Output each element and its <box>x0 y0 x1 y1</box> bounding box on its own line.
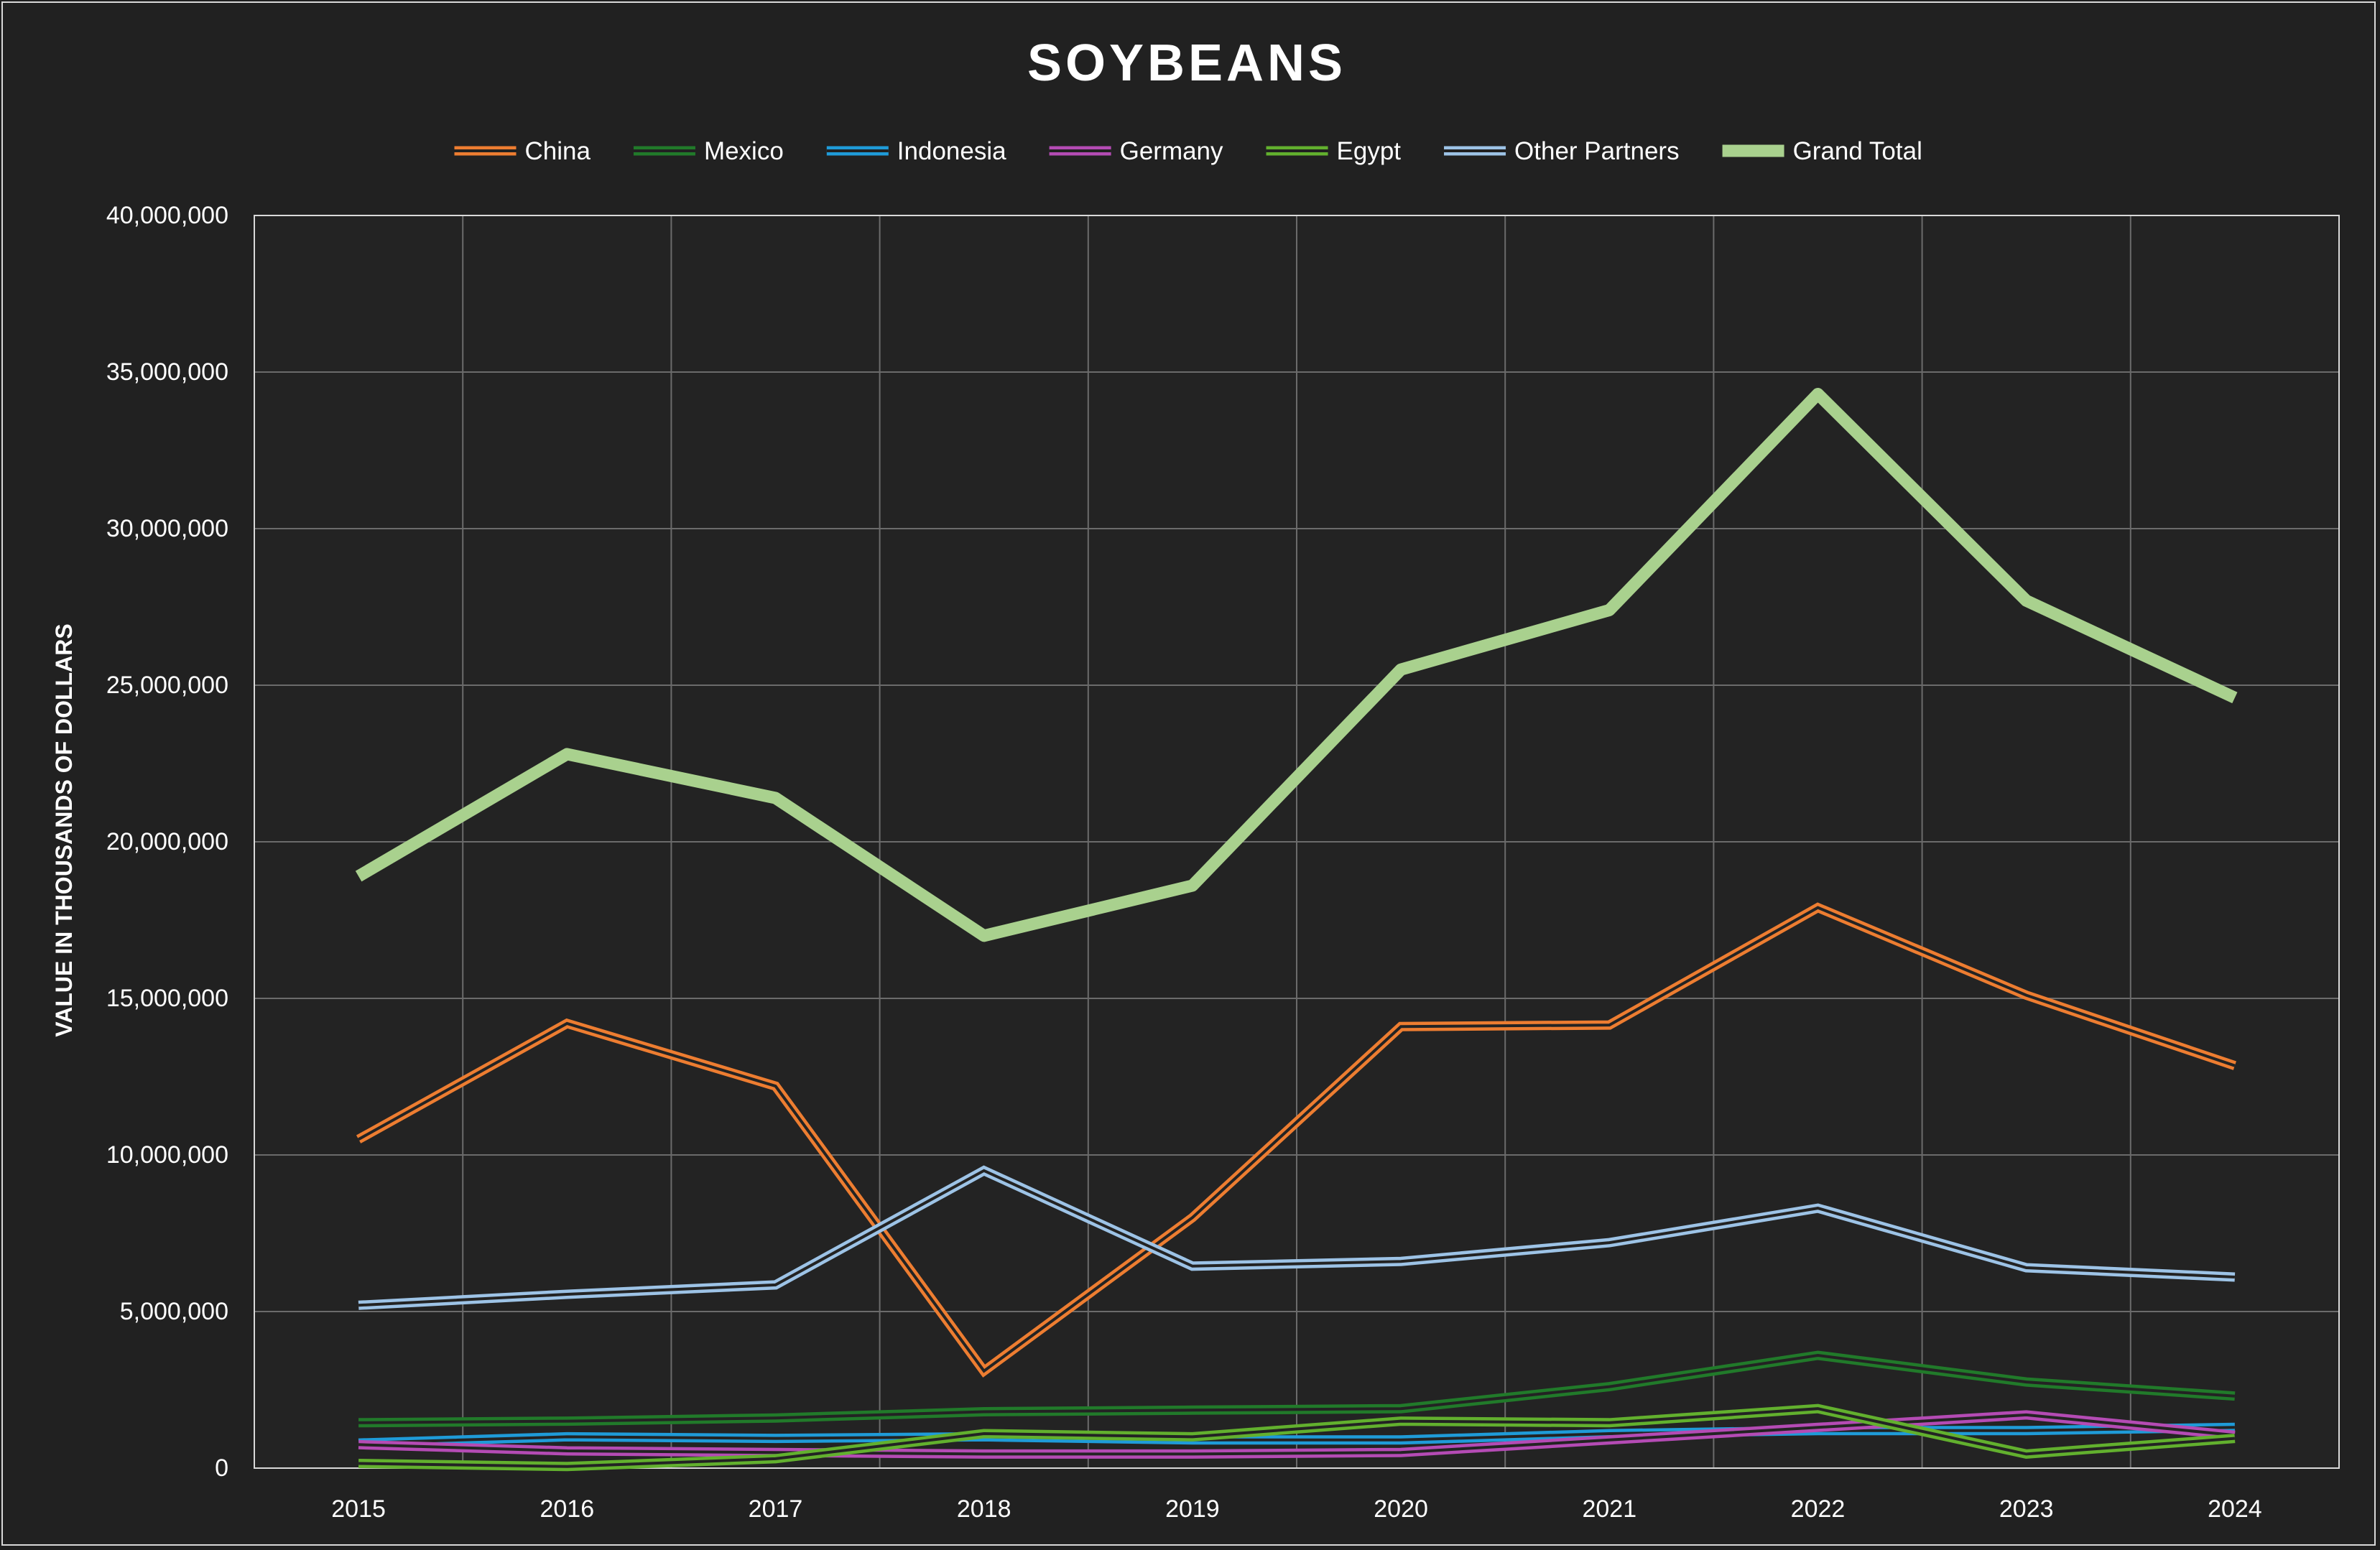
plot-area: 0 5,000,000 10,000,000 15,000,000 20,000,000… <box>106 202 2340 1523</box>
legend-label: Mexico <box>704 137 784 165</box>
y-tick-label: 0 <box>215 1454 228 1482</box>
legend-label: China <box>525 137 591 165</box>
y-axis-label: VALUE IN THOUSANDS OF DOLLARS <box>51 623 77 1036</box>
y-tick-label: 40,000,000 <box>106 202 228 229</box>
y-tick-label: 25,000,000 <box>106 672 228 699</box>
y-tick-label: 35,000,000 <box>106 358 228 386</box>
legend-item-mexico: Mexico <box>633 137 784 165</box>
x-tick-label: 2017 <box>749 1495 803 1523</box>
legend-item-indonesia: Indonesia <box>826 137 1006 165</box>
legend-item-germany: Germany <box>1049 137 1223 165</box>
legend-label: Egypt <box>1337 137 1402 165</box>
series-line-inner-mexico <box>358 1353 2236 1424</box>
y-tick-label: 20,000,000 <box>106 828 228 855</box>
legend-item-grand-total: Grand Total <box>1722 137 1922 165</box>
legend-label: Grand Total <box>1793 137 1922 165</box>
x-tick-label: 2020 <box>1374 1495 1428 1523</box>
legend-label: Germany <box>1120 137 1223 165</box>
series-china <box>356 902 2236 1378</box>
legend: China Mexico Indonesia Germany Egypt Other Pa… <box>454 137 1922 165</box>
series-grand-total <box>355 388 2238 942</box>
series-line-inner-germany <box>358 1413 2236 1456</box>
line-chart: SOYBEANS VALUE IN THOUSANDS OF DOLLARS C… <box>51 34 2340 1523</box>
x-tick-label: 2021 <box>1582 1495 1636 1523</box>
x-tick-label: 2016 <box>540 1495 594 1523</box>
legend-item-other-partners: Other Partners <box>1444 137 1680 165</box>
x-tick-label: 2022 <box>1791 1495 1846 1523</box>
x-tick-label: 2019 <box>1165 1495 1220 1523</box>
x-tick-label: 2018 <box>957 1495 1011 1523</box>
series-line-grand-total <box>355 388 2238 942</box>
legend-item-egypt: Egypt <box>1266 137 1402 165</box>
y-tick-label: 10,000,000 <box>106 1141 228 1169</box>
series-line-inner-egypt <box>358 1407 2236 1468</box>
x-tick-label: 2024 <box>2208 1495 2262 1523</box>
y-tick-label: 15,000,000 <box>106 985 228 1012</box>
series-line-inner-china <box>358 906 2236 1373</box>
y-tick-label: 30,000,000 <box>106 515 228 542</box>
legend-label: Indonesia <box>897 137 1006 165</box>
x-tick-label: 2015 <box>331 1495 386 1523</box>
legend-label: Other Partners <box>1514 137 1680 165</box>
series-other-partners <box>358 1165 2236 1310</box>
legend-item-china: China <box>454 137 591 165</box>
series-germany <box>358 1410 2236 1459</box>
y-tick-label: 5,000,000 <box>120 1298 228 1325</box>
plot-border <box>254 215 2340 1469</box>
series-line-inner-other-partners <box>358 1169 2235 1307</box>
chart-title: SOYBEANS <box>1027 34 1346 92</box>
x-tick-label: 2023 <box>1999 1495 2054 1523</box>
series-egypt <box>358 1403 2236 1472</box>
series-mexico <box>358 1350 2236 1428</box>
